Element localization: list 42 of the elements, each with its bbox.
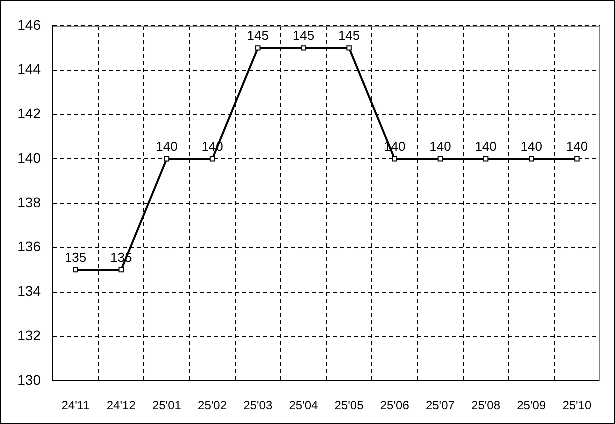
data-label: 140	[520, 139, 542, 154]
point	[164, 156, 170, 162]
point	[118, 267, 124, 273]
x-tick-label: 24'12	[106, 398, 136, 413]
data-label: 140	[566, 139, 588, 154]
data-label: 140	[475, 139, 497, 154]
point	[529, 156, 534, 162]
point	[210, 156, 216, 162]
data-label: 145	[338, 28, 360, 44]
y-tick-label: 142	[18, 106, 42, 122]
point	[346, 46, 352, 51]
x-tick-label: 25'02	[198, 398, 228, 413]
y-tick-label: 138	[18, 194, 42, 210]
x-tick-label: 25'05	[334, 398, 364, 413]
data-label: 140	[430, 139, 452, 154]
x-tick-label: 24'11	[62, 398, 90, 413]
data-label: 145	[292, 28, 315, 44]
point	[301, 46, 306, 51]
y-tick-label: 144	[18, 61, 42, 78]
point	[483, 156, 489, 162]
x-tick-label: 25'08	[472, 398, 501, 413]
x-tick-label: 25'06	[380, 398, 410, 413]
y-tick-label: 132	[18, 327, 42, 344]
point	[438, 156, 444, 162]
x-tick-label: 25'09	[517, 398, 546, 413]
x-tick-label: 25'04	[289, 398, 319, 413]
point	[73, 267, 78, 273]
x-tick-label: 25'03	[244, 398, 273, 413]
x-tick-label: 25'10	[562, 398, 592, 413]
data-label: 140	[156, 139, 178, 154]
x-tick-label: 25'07	[426, 398, 456, 413]
x-tick-label: 25'01	[152, 398, 182, 413]
data-label: 135	[64, 250, 87, 266]
data-label: 145	[247, 28, 269, 44]
y-tick-label: 136	[18, 238, 42, 255]
y-tick-label: 130	[18, 372, 42, 388]
point	[392, 156, 398, 162]
y-tick-label: 146	[18, 16, 42, 33]
y-tick-label: 140	[18, 150, 42, 166]
y-tick-label: 134	[18, 283, 42, 300]
point	[574, 156, 580, 162]
point	[256, 46, 261, 51]
